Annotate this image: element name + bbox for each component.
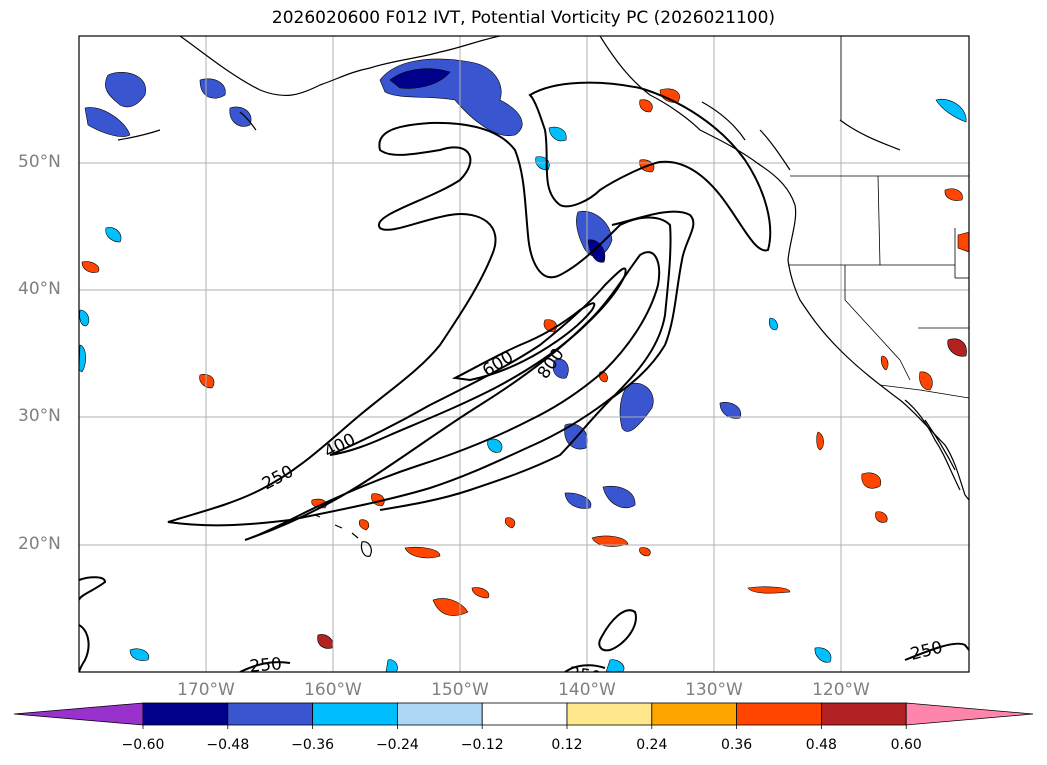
colorbar-segment	[821, 702, 907, 726]
map-plot-area: 250 400 600 800 250 250 250	[79, 36, 969, 688]
colorbar-tick-label: 0.36	[721, 737, 753, 753]
pv-positive-areas	[81, 88, 969, 649]
ivt-contour-250-east	[379, 210, 695, 511]
colorbar-tick-label: 0.12	[551, 737, 583, 753]
pv-negative-areas	[79, 58, 967, 672]
ivt-contour-600	[329, 267, 627, 456]
colorbar-segment	[651, 702, 737, 726]
lon-label-130w: 130°W	[685, 680, 743, 700]
lat-label-40: 40°N	[18, 279, 61, 299]
contour-label-250b: 250	[249, 654, 283, 677]
lon-label-170w: 170°W	[177, 680, 235, 700]
colorbar-tick-label: −0.12	[460, 737, 504, 753]
colorbar-segment	[142, 702, 229, 726]
political-borders	[788, 36, 969, 399]
colorbar-segment	[312, 702, 398, 726]
lat-label-50: 50°N	[18, 152, 61, 172]
ivt-contour-250	[167, 121, 672, 527]
hawaii-islands	[314, 514, 372, 557]
colorbar-segment	[481, 702, 568, 726]
lat-label-20: 20°N	[18, 534, 61, 554]
contour-label-250c: 250	[567, 663, 602, 688]
map-frame	[78, 35, 970, 673]
lon-label-140w: 140°W	[558, 680, 616, 700]
colorbar-segment	[566, 702, 653, 726]
colorbar-tick-label: −0.36	[291, 737, 335, 753]
colorbar-tick-label: −0.24	[375, 737, 419, 753]
ivt-contour-250-se	[904, 642, 969, 661]
lon-label-160w: 160°W	[304, 680, 362, 700]
colorbar-segment	[396, 702, 483, 726]
lon-label-120w: 120°W	[812, 680, 870, 700]
colorbar-extend-max	[905, 702, 1034, 726]
ivt-contour-250-north	[528, 81, 772, 252]
colorbar-tick-label: 0.24	[636, 737, 668, 753]
coastlines	[117, 36, 969, 501]
colorbar-tick-label: 0.60	[890, 737, 922, 753]
colorbar-tick-label: −0.48	[206, 737, 250, 753]
colorbar	[13, 702, 1034, 729]
ivt-contour-400	[244, 251, 660, 541]
lon-label-150w: 150°W	[431, 680, 489, 700]
ivt-contour-800	[451, 302, 596, 382]
colorbar-tick-label: −0.60	[121, 737, 165, 753]
colorbar-extend-min	[13, 702, 144, 726]
colorbar-segment	[736, 702, 822, 726]
ivt-contour-250-south	[598, 609, 637, 652]
lat-label-30: 30°N	[18, 406, 61, 426]
map-title: 2026020600 F012 IVT, Potential Vorticity…	[271, 8, 776, 28]
graticule	[79, 36, 969, 672]
ivt-contours	[79, 81, 969, 672]
colorbar-segment	[227, 702, 314, 726]
colorbar-tick-label: 0.48	[805, 737, 837, 753]
